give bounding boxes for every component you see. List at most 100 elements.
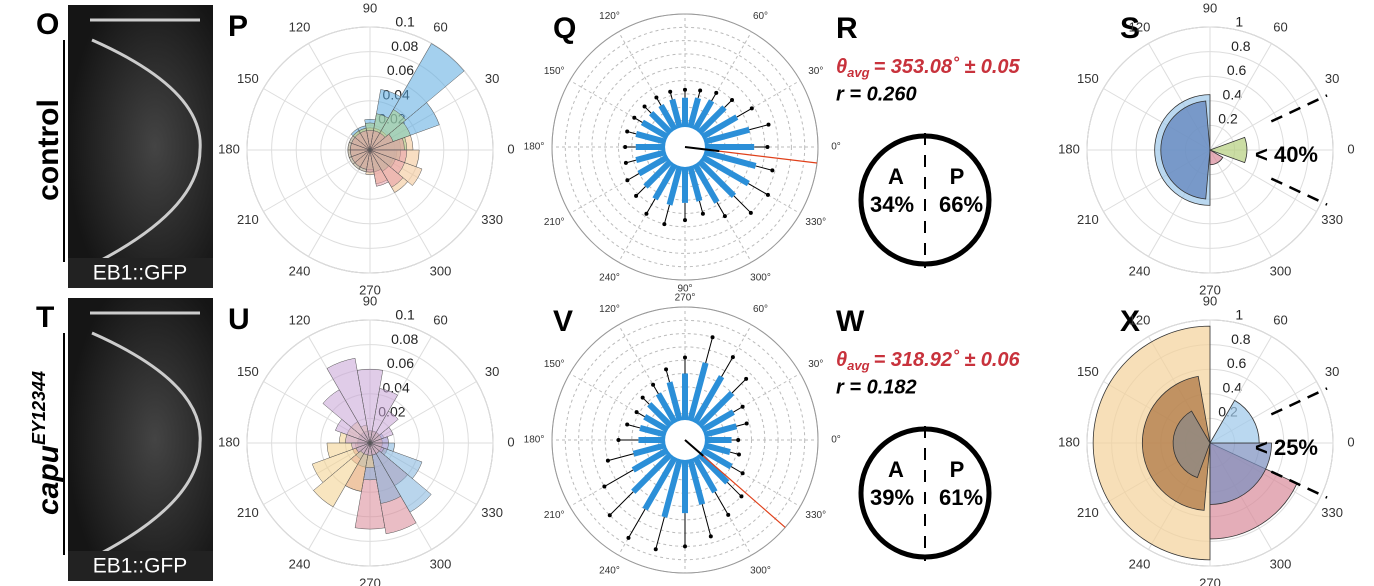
tip-dot [662, 222, 666, 226]
tip-dot [741, 471, 745, 475]
tip-dot [767, 123, 771, 127]
region-name: A [888, 164, 904, 189]
image-caption: EB1::GFP [93, 555, 188, 578]
angle-tick-label: 60 [1273, 312, 1287, 327]
r-tick-label: 0.06 [387, 355, 414, 371]
angle-tick-label: 150° [544, 359, 565, 370]
mean-angle: θavg= 353.08˚ ± 0.05 [836, 55, 1021, 80]
angle-tick-label: 30 [485, 71, 499, 86]
tip-line [715, 492, 728, 515]
tip-dot [701, 212, 705, 216]
tip-dot [766, 193, 770, 197]
angle-tick-label: 60 [1273, 19, 1287, 34]
tip-dot [737, 452, 741, 456]
image-caption: EB1::GFP [93, 262, 188, 285]
tip-dot [683, 356, 687, 360]
angle-tick-label: 240 [289, 557, 311, 572]
angle-tick-label: 30° [808, 66, 823, 77]
micrograph [68, 5, 213, 288]
angle-tick-label: 180 [1058, 141, 1080, 156]
angle-tick-label: 330 [1321, 212, 1343, 227]
tip-dot [641, 396, 645, 400]
tip-dot [749, 211, 753, 215]
r-tick-label: 0.8 [1231, 331, 1251, 347]
angle-grid-line [1210, 43, 1272, 150]
tip-line [737, 108, 752, 117]
tip-line [608, 454, 634, 461]
angle-tick-label: 180 [218, 434, 240, 449]
angle-tick-label: 120° [599, 304, 620, 315]
theta-symbol: θ [836, 56, 847, 78]
angle-tick-label: 330° [805, 217, 826, 228]
angle-tick-label: 300 [1270, 264, 1292, 279]
angle-tick-label: 90° [677, 284, 692, 295]
tip-dot [711, 335, 715, 339]
region-name: A [888, 457, 904, 482]
angle-tick-label: 210 [1077, 212, 1099, 227]
panel-letter: V [553, 305, 573, 338]
panel-letter: O [36, 8, 59, 41]
angle-tick-label: 240 [289, 264, 311, 279]
row-label-sup: EY12344 [29, 371, 49, 445]
tip-dot [632, 116, 636, 120]
cone-annotation: < 25% [1255, 435, 1318, 460]
tip-line [656, 517, 665, 549]
angle-tick-label: 210° [544, 510, 565, 521]
tip-dot [770, 168, 774, 172]
angle-tick-label: 240 [1129, 557, 1151, 572]
tip-dot [723, 214, 727, 218]
panel-letter: U [228, 303, 250, 336]
angle-tick-label: 30 [1325, 364, 1339, 379]
angle-tick-label: 0 [1347, 434, 1354, 449]
tip-dot [606, 459, 610, 463]
angle-tick-label: 90 [363, 293, 377, 308]
angle-tick-label: 180 [218, 141, 240, 156]
angle-tick-label: 120 [289, 19, 311, 34]
angle-tick-label: 120° [599, 11, 620, 22]
region-percent: 61% [939, 485, 983, 510]
angle-tick-label: 240° [599, 272, 620, 283]
tip-dot [664, 367, 668, 371]
angle-tick-label: 30 [1325, 71, 1339, 86]
angle-tick-label: 0° [831, 142, 841, 153]
r-tick-label: 0.8 [1231, 38, 1251, 54]
panel-letter: T [36, 301, 54, 334]
tip-dot [625, 423, 629, 427]
tip-dot [634, 194, 638, 198]
angle-tick-label: 60° [753, 304, 768, 315]
angle-tick-label: 90 [1203, 0, 1217, 15]
tip-dot [726, 513, 730, 517]
tip-line [664, 205, 669, 224]
tip-dot [635, 410, 639, 414]
angle-tick-label: 120 [1129, 312, 1151, 327]
angle-tick-label: 90 [1203, 293, 1217, 308]
r-tick-label: 0.1 [395, 14, 415, 30]
tip-dot [644, 212, 648, 216]
angle-tick-label: 210 [237, 505, 259, 520]
tip-dot [602, 485, 606, 489]
theta-value: = 353.08˚ ± 0.05 [874, 55, 1021, 78]
row-label-text: capu [32, 445, 65, 515]
panel-letter: R [836, 12, 858, 45]
angle-tick-label: 150 [1077, 364, 1099, 379]
tip-line [722, 357, 733, 377]
region-name: P [950, 164, 965, 189]
angle-tick-label: 300 [430, 264, 452, 279]
panel-letter: Q [553, 12, 576, 45]
tip-dot [736, 438, 740, 442]
angle-tick-label: 0 [1347, 141, 1354, 156]
angle-tick-label: 210° [544, 217, 565, 228]
angle-tick-label: 240 [1129, 264, 1151, 279]
r-tick-label: 0.08 [391, 38, 418, 54]
tip-dot [765, 145, 769, 149]
tip-dot [731, 355, 735, 359]
tip-dot [626, 536, 630, 540]
row-label: control [32, 99, 65, 201]
r-tick-label: 0.1 [395, 307, 415, 323]
r-tick-label: 0.6 [1227, 355, 1247, 371]
tip-line [646, 199, 655, 214]
angle-tick-label: 30 [485, 364, 499, 379]
angle-tick-label: 330 [481, 212, 503, 227]
angle-tick-label: 0° [831, 435, 841, 446]
theta-subscript: avg [847, 358, 869, 373]
